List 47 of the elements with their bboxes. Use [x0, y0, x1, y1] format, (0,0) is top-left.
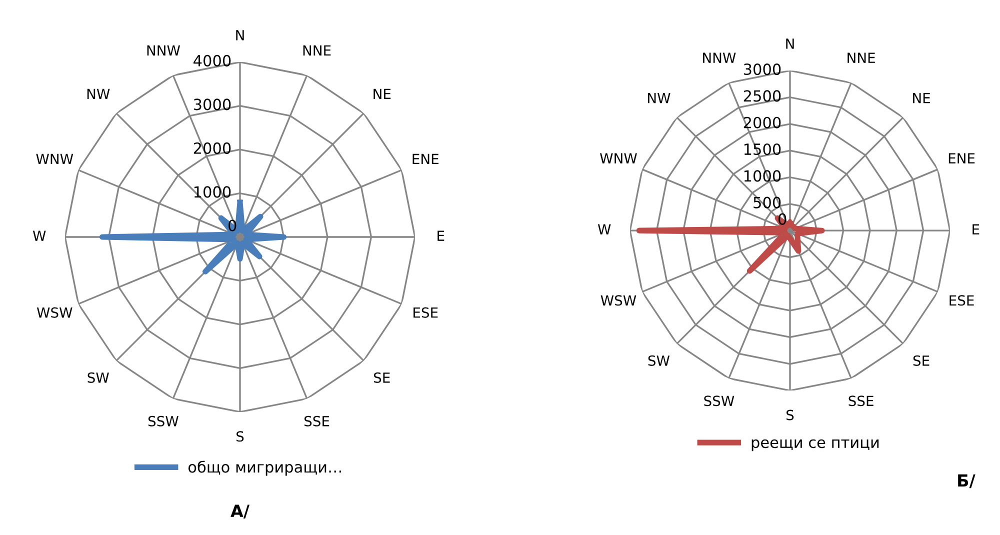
spoke-label: WSW [36, 307, 72, 318]
legend-label: реещи се птици [752, 439, 879, 452]
y-tick-label: 2000 [744, 116, 781, 128]
spoke-label: E [972, 224, 980, 234]
spoke-label: W [32, 230, 46, 241]
spoke-label: SE [374, 372, 390, 383]
y-tick-label: 4000 [194, 54, 231, 66]
legend-label: общо мигриращи… [188, 460, 342, 476]
spoke-label: N [236, 30, 244, 40]
y-tick-label: 3000 [194, 98, 231, 110]
spoke-label: NNW [147, 45, 180, 56]
spoke-label: SW [648, 355, 670, 366]
spoke-label: ESE [414, 307, 438, 318]
spoke-label: NNW [703, 52, 736, 63]
spoke-label: WSW [600, 295, 636, 306]
spoke-label: N [786, 38, 794, 49]
spoke-label: NW [87, 88, 110, 99]
spoke-label: W [598, 224, 611, 234]
spoke-label: NE [913, 93, 930, 104]
y-tick-label: 0 [228, 220, 236, 232]
y-tick-label: 1000 [194, 186, 231, 198]
spoke-label: ENE [948, 153, 975, 164]
spoke-label: WNW [600, 153, 637, 164]
text: Б/ [958, 474, 976, 488]
y-tick-label: 2000 [194, 142, 231, 154]
spoke-label: SSW [704, 396, 734, 406]
spoke-label: SSE [304, 416, 330, 426]
text: А/ [230, 504, 250, 518]
spoke-label: NNE [848, 52, 875, 63]
y-tick-label: 3000 [744, 63, 781, 76]
y-tick-label: 1500 [744, 143, 781, 156]
spoke-label: SSE [848, 396, 874, 406]
spoke-label: WNW [36, 154, 74, 164]
spoke-label: NE [374, 88, 391, 99]
spoke-label: SW [88, 372, 109, 383]
spoke-label: SE [913, 355, 930, 366]
spoke-label: S [236, 431, 244, 442]
spoke-label: S [786, 410, 794, 420]
spoke-label: NW [648, 93, 670, 104]
y-tick-label: 2500 [744, 90, 781, 102]
spoke-label: ENE [412, 154, 438, 164]
y-tick-label: 500 [754, 196, 781, 208]
spoke-label: E [438, 230, 444, 241]
spoke-label: SSW [148, 416, 178, 426]
y-tick-label: 1000 [744, 170, 781, 182]
spoke-label: ESE [950, 295, 974, 306]
spoke-label: NNE [303, 45, 331, 56]
